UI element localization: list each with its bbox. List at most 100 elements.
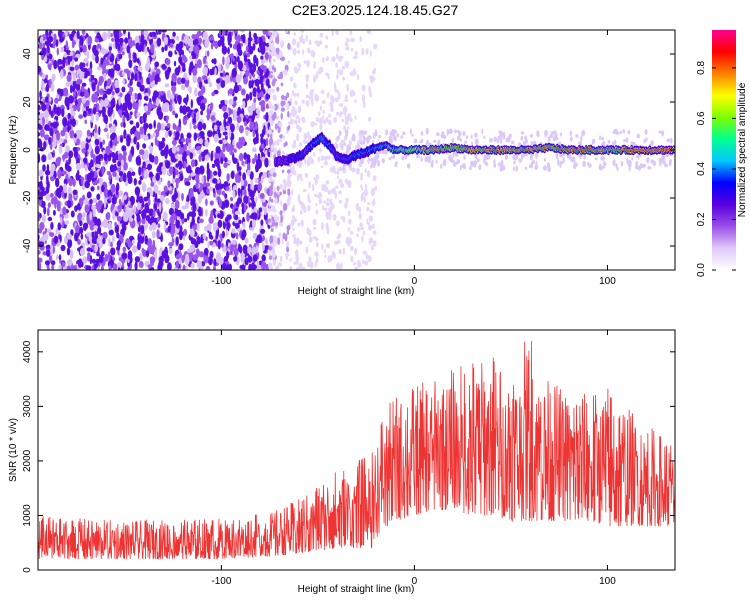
sparse-cell bbox=[329, 167, 333, 173]
sparse-cell bbox=[364, 183, 368, 190]
noise-cell bbox=[108, 46, 113, 51]
sparse-cell bbox=[343, 105, 348, 114]
noise-cell bbox=[112, 263, 118, 270]
noise-cell bbox=[229, 43, 233, 48]
noise-cell bbox=[106, 88, 112, 95]
noise-cell bbox=[48, 96, 52, 102]
noise-cell bbox=[89, 198, 93, 204]
halo-cell bbox=[600, 155, 605, 161]
noise-cell bbox=[234, 210, 241, 216]
sparse-cell bbox=[373, 67, 376, 73]
noise-cell bbox=[204, 226, 209, 232]
noise-cell bbox=[156, 167, 160, 173]
halo-cell bbox=[555, 152, 559, 160]
sparse-cell bbox=[277, 190, 280, 195]
noise-cell bbox=[69, 129, 75, 139]
noise-cell bbox=[55, 177, 60, 188]
noise-cell bbox=[115, 185, 119, 196]
noise-cell bbox=[123, 215, 129, 223]
halo-cell bbox=[525, 152, 529, 157]
noise-cell bbox=[227, 116, 233, 125]
noise-cell bbox=[50, 192, 54, 198]
sparse-cell bbox=[326, 155, 331, 160]
noise-cell bbox=[103, 73, 107, 81]
sparse-cell bbox=[368, 85, 371, 92]
noise-cell bbox=[136, 214, 141, 223]
sparse-cell bbox=[340, 261, 343, 270]
noise-cell bbox=[115, 103, 119, 112]
halo-cell bbox=[370, 157, 374, 162]
sparse-cell bbox=[361, 84, 366, 92]
noise-cell bbox=[77, 258, 83, 269]
noise-cell bbox=[243, 76, 248, 85]
sparse-cell bbox=[293, 32, 297, 36]
noise-cell bbox=[143, 95, 149, 101]
noise-cell bbox=[216, 196, 221, 201]
sparse-cell bbox=[350, 245, 354, 252]
sparse-cell bbox=[360, 172, 363, 178]
noise-cell bbox=[57, 168, 62, 179]
halo-cell bbox=[420, 138, 424, 142]
noise-cell bbox=[202, 66, 208, 76]
noise-cell bbox=[43, 55, 48, 63]
sparse-cell bbox=[366, 30, 372, 35]
sparse-cell bbox=[297, 105, 302, 114]
sparse-cell bbox=[271, 113, 276, 121]
noise-cell bbox=[87, 35, 93, 46]
noise-cell bbox=[175, 236, 179, 246]
noise-cell bbox=[48, 53, 53, 60]
sparse-cell bbox=[301, 266, 306, 270]
noise-cell bbox=[100, 47, 106, 55]
noise-cell bbox=[224, 74, 231, 84]
noise-cell bbox=[84, 51, 88, 56]
sparse-cell bbox=[271, 88, 275, 93]
sparse-cell bbox=[364, 168, 367, 173]
noise-cell bbox=[110, 183, 116, 194]
noise-cell bbox=[171, 72, 177, 83]
sparse-cell bbox=[334, 84, 337, 92]
sparse-cell bbox=[289, 265, 293, 270]
noise-cell bbox=[228, 88, 234, 95]
noise-cell bbox=[153, 119, 156, 129]
noise-cell bbox=[41, 116, 46, 126]
halo-cell bbox=[603, 161, 607, 167]
noise-cell bbox=[117, 42, 121, 51]
noise-cell bbox=[223, 199, 230, 208]
sparse-cell bbox=[268, 115, 272, 124]
noise-cell bbox=[260, 45, 266, 55]
halo-cell bbox=[513, 160, 516, 165]
noise-cell bbox=[173, 60, 177, 67]
halo-cell bbox=[515, 165, 519, 172]
sparse-cell bbox=[322, 115, 325, 120]
sparse-cell bbox=[361, 235, 364, 243]
halo-cell bbox=[528, 164, 532, 168]
noise-cell bbox=[45, 193, 51, 201]
noise-cell bbox=[108, 173, 112, 180]
noise-cell bbox=[143, 196, 149, 202]
noise-cell bbox=[131, 171, 136, 177]
halo-cell bbox=[433, 139, 437, 143]
sparse-cell bbox=[287, 173, 290, 181]
halo-cell bbox=[520, 136, 524, 141]
halo-cell bbox=[588, 163, 592, 168]
sparse-cell bbox=[336, 74, 339, 80]
noise-cell bbox=[122, 172, 127, 183]
noise-cell bbox=[148, 152, 153, 162]
noise-cell bbox=[259, 43, 262, 48]
sparse-cell bbox=[336, 168, 340, 173]
noise-cell bbox=[260, 175, 264, 184]
noise-cell bbox=[260, 198, 266, 203]
noise-cell bbox=[155, 68, 161, 76]
noise-cell bbox=[197, 236, 201, 245]
noise-cell bbox=[207, 222, 212, 232]
sparse-cell bbox=[369, 50, 372, 57]
noise-cell bbox=[51, 264, 55, 270]
colorbar: 0.00.20.40.60.8 Normalized spectral ampl… bbox=[696, 30, 748, 277]
sparse-cell bbox=[362, 93, 365, 102]
noise-cell bbox=[149, 32, 153, 38]
noise-cell bbox=[265, 112, 269, 122]
halo-cell bbox=[557, 158, 560, 166]
noise-cell bbox=[61, 170, 67, 175]
halo-cell bbox=[381, 158, 385, 164]
noise-cell bbox=[264, 72, 269, 79]
